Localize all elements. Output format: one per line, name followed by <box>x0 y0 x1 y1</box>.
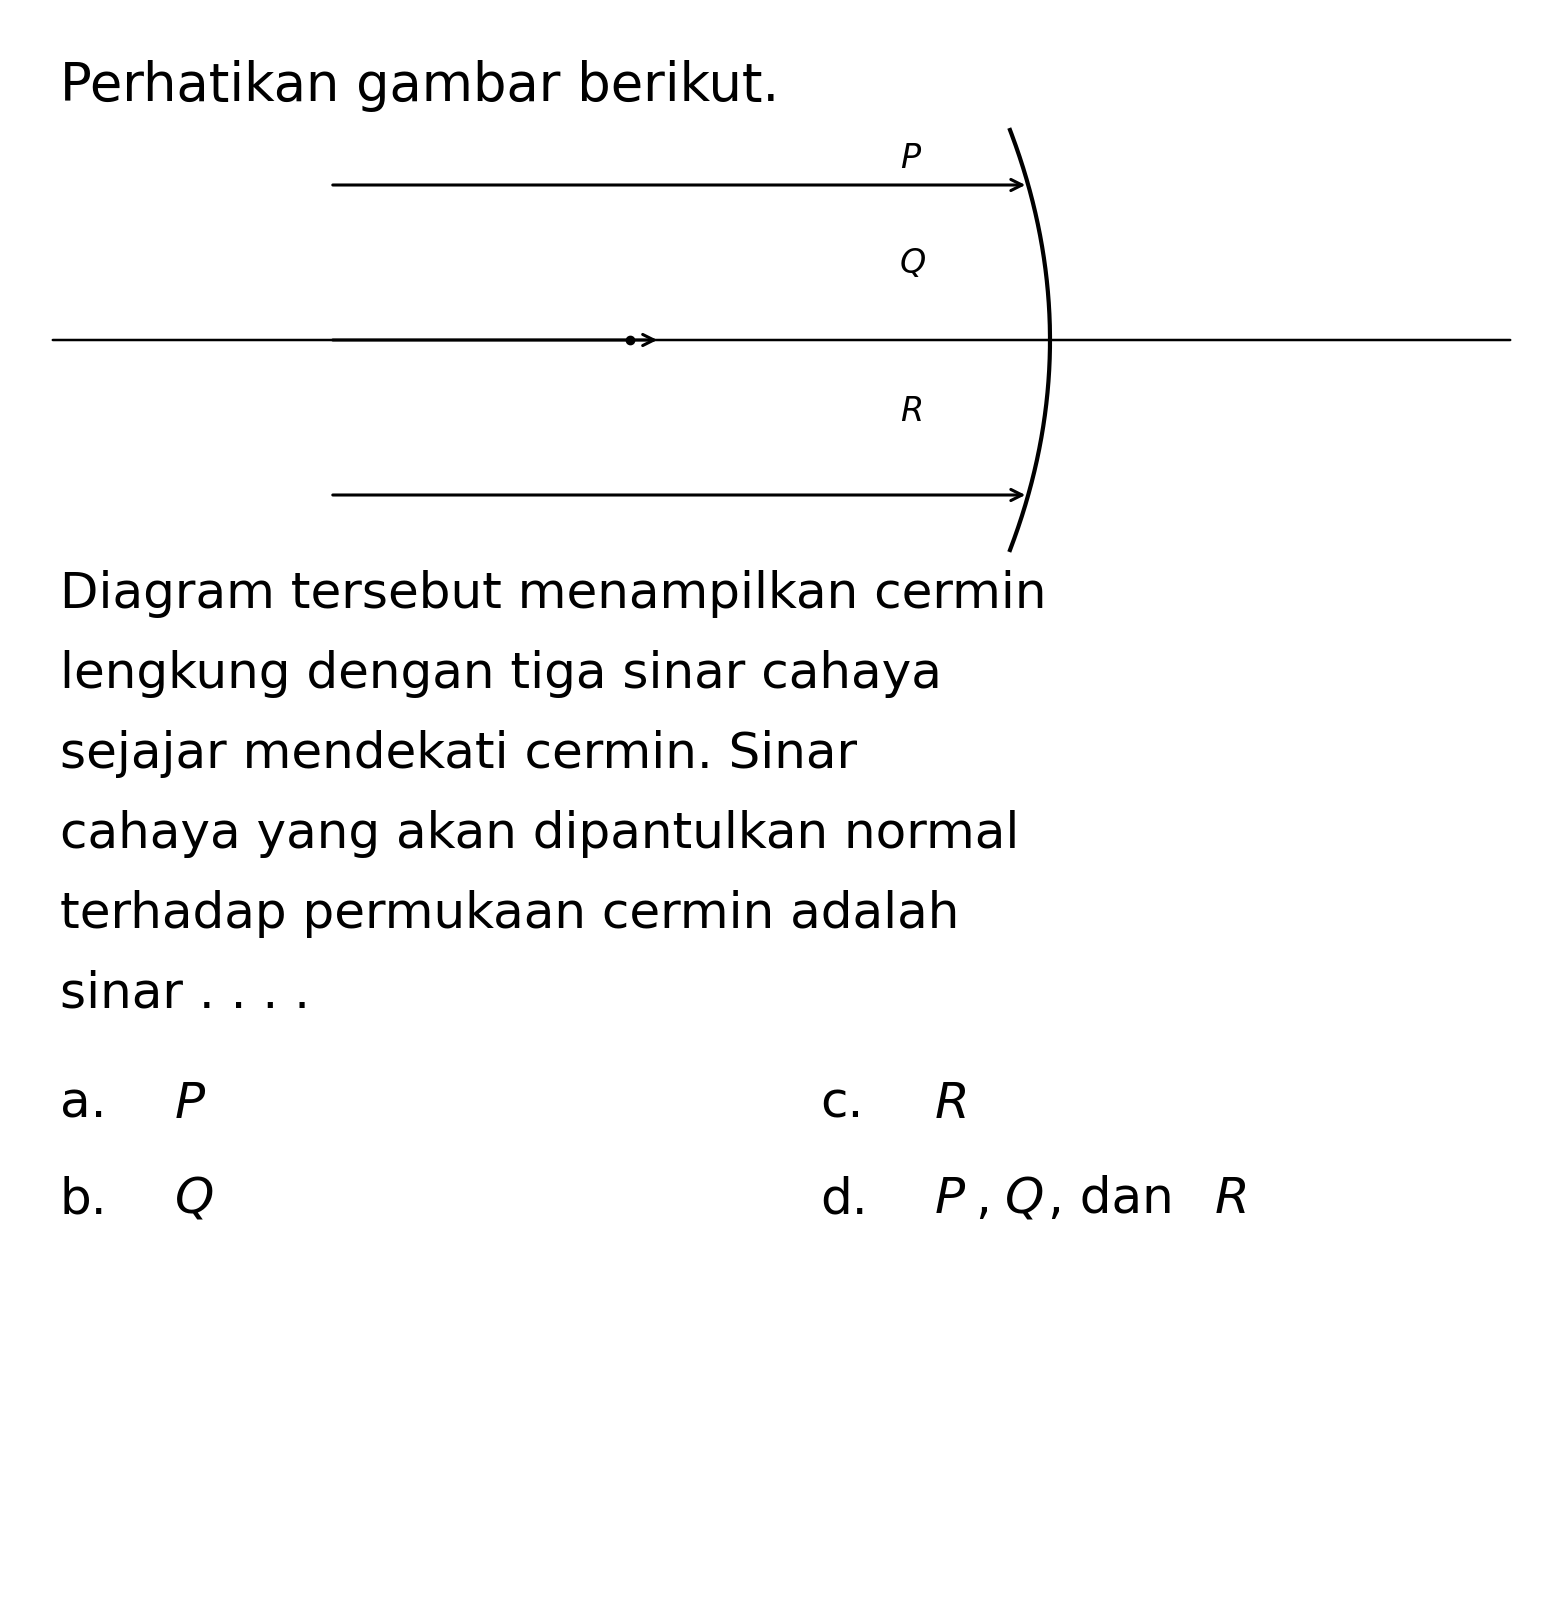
Text: a.: a. <box>59 1081 106 1127</box>
Text: Q: Q <box>900 247 927 281</box>
Text: R: R <box>935 1081 969 1127</box>
Text: sinar . . . .: sinar . . . . <box>59 969 309 1018</box>
Text: Perhatikan gambar berikut.: Perhatikan gambar berikut. <box>59 60 780 111</box>
Text: sejajar mendekati cermin. Sinar: sejajar mendekati cermin. Sinar <box>59 731 857 777</box>
Text: Q: Q <box>1005 1174 1044 1223</box>
Text: P: P <box>900 142 921 174</box>
Text: d.: d. <box>821 1174 867 1223</box>
Text: R: R <box>1214 1174 1250 1223</box>
Text: , dan: , dan <box>1049 1174 1174 1223</box>
Text: Q: Q <box>175 1174 214 1223</box>
Text: R: R <box>900 395 924 427</box>
Text: c.: c. <box>821 1081 863 1127</box>
Text: b.: b. <box>59 1174 108 1223</box>
Text: ,: , <box>975 1174 991 1223</box>
Text: P: P <box>935 1174 964 1223</box>
Text: P: P <box>175 1081 205 1127</box>
Text: Diagram tersebut menampilkan cermin: Diagram tersebut menampilkan cermin <box>59 569 1047 618</box>
Text: lengkung dengan tiga sinar cahaya: lengkung dengan tiga sinar cahaya <box>59 650 942 698</box>
Text: cahaya yang akan dipantulkan normal: cahaya yang akan dipantulkan normal <box>59 810 1019 858</box>
Text: terhadap permukaan cermin adalah: terhadap permukaan cermin adalah <box>59 890 960 939</box>
